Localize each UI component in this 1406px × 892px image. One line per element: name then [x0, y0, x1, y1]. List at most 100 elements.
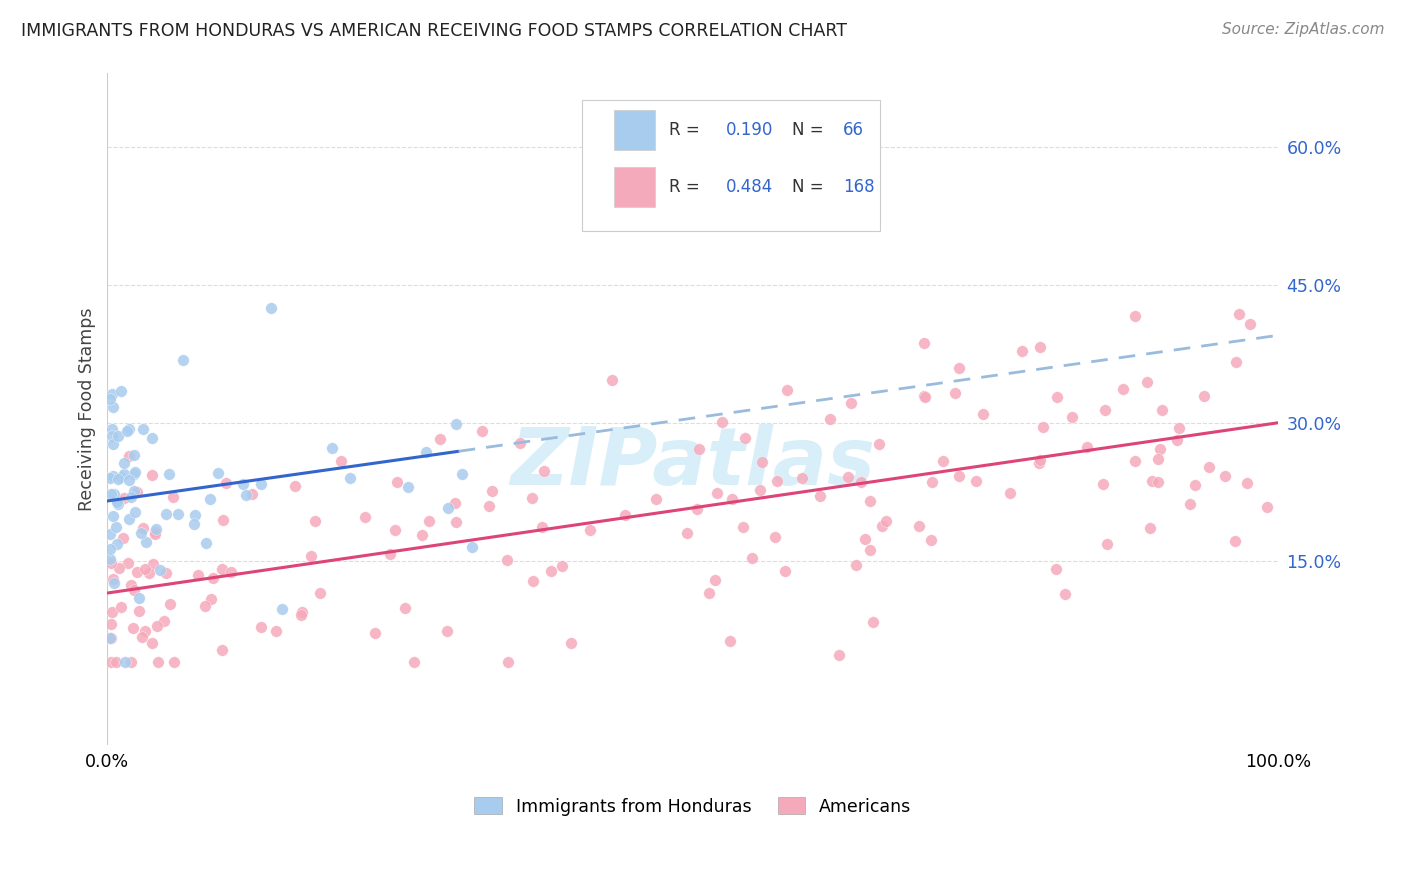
Point	[321, 442, 343, 456]
Point	[1125, 310, 1147, 324]
Text: R =: R =	[669, 178, 706, 196]
Point	[1227, 306, 1250, 320]
Point	[141, 636, 163, 650]
Point	[145, 618, 167, 632]
Point	[775, 564, 797, 578]
Point	[948, 361, 970, 376]
Point	[396, 480, 419, 494]
Point	[496, 655, 519, 669]
Point	[1239, 317, 1261, 331]
Point	[100, 616, 122, 631]
Point	[436, 501, 458, 516]
Point	[1136, 375, 1159, 389]
Point	[117, 511, 139, 525]
Point	[232, 476, 254, 491]
Point	[129, 525, 152, 540]
Point	[121, 621, 143, 635]
Point	[122, 582, 145, 597]
Point	[149, 563, 172, 577]
Point	[1256, 500, 1278, 514]
Point	[1152, 402, 1174, 417]
Point	[118, 449, 141, 463]
Point	[920, 533, 942, 548]
Point	[105, 655, 128, 669]
Point	[114, 655, 136, 669]
Point	[270, 601, 292, 615]
Point	[718, 633, 741, 648]
Point	[195, 536, 218, 550]
Text: N =: N =	[793, 121, 830, 139]
Point	[221, 565, 243, 579]
Point	[284, 479, 307, 493]
Point	[560, 636, 582, 650]
Point	[790, 471, 813, 485]
Point	[870, 518, 893, 533]
Point	[162, 490, 184, 504]
Point	[101, 387, 124, 401]
Point	[402, 655, 425, 669]
Point	[108, 561, 131, 575]
Point	[763, 530, 786, 544]
Point	[250, 477, 273, 491]
Point	[290, 605, 312, 619]
Point	[837, 470, 859, 484]
Point	[155, 507, 177, 521]
Text: 168: 168	[842, 178, 875, 196]
Point	[1046, 390, 1069, 404]
Point	[363, 625, 385, 640]
Point	[117, 425, 139, 439]
Text: Source: ZipAtlas.com: Source: ZipAtlas.com	[1222, 22, 1385, 37]
Point	[155, 566, 177, 581]
Point	[533, 464, 555, 478]
Point	[329, 453, 352, 467]
Point	[1054, 587, 1077, 601]
Point	[198, 492, 221, 507]
Point	[1225, 355, 1247, 369]
Point	[1011, 344, 1033, 359]
Point	[808, 489, 831, 503]
Point	[859, 493, 882, 508]
Point	[118, 473, 141, 487]
Point	[444, 496, 467, 510]
Point	[1091, 477, 1114, 491]
Point	[157, 467, 180, 482]
Point	[1142, 474, 1164, 488]
Point	[117, 557, 139, 571]
Point	[124, 467, 146, 482]
Point	[200, 591, 222, 606]
Point	[1166, 433, 1188, 447]
Point	[766, 474, 789, 488]
Point	[697, 585, 720, 599]
Point	[688, 442, 710, 456]
Point	[875, 515, 897, 529]
Point	[131, 630, 153, 644]
Point	[124, 505, 146, 519]
Point	[384, 523, 406, 537]
Point	[1094, 402, 1116, 417]
Point	[1180, 497, 1202, 511]
Text: N =: N =	[793, 178, 830, 196]
Point	[908, 519, 931, 533]
Point	[1168, 421, 1191, 435]
Point	[1000, 486, 1022, 500]
Point	[1147, 475, 1170, 490]
Point	[478, 499, 501, 513]
Point	[112, 467, 135, 481]
Point	[100, 655, 122, 669]
Point	[211, 513, 233, 527]
Point	[250, 620, 273, 634]
Point	[868, 437, 890, 451]
Point	[135, 535, 157, 549]
Point	[100, 471, 122, 485]
Point	[101, 605, 124, 619]
Point	[101, 468, 124, 483]
Point	[98, 392, 121, 406]
Point	[851, 475, 873, 489]
Point	[613, 508, 636, 522]
Point	[110, 384, 132, 398]
Point	[112, 491, 135, 505]
Point	[1028, 457, 1050, 471]
Point	[107, 495, 129, 509]
Point	[122, 483, 145, 498]
Point	[107, 498, 129, 512]
